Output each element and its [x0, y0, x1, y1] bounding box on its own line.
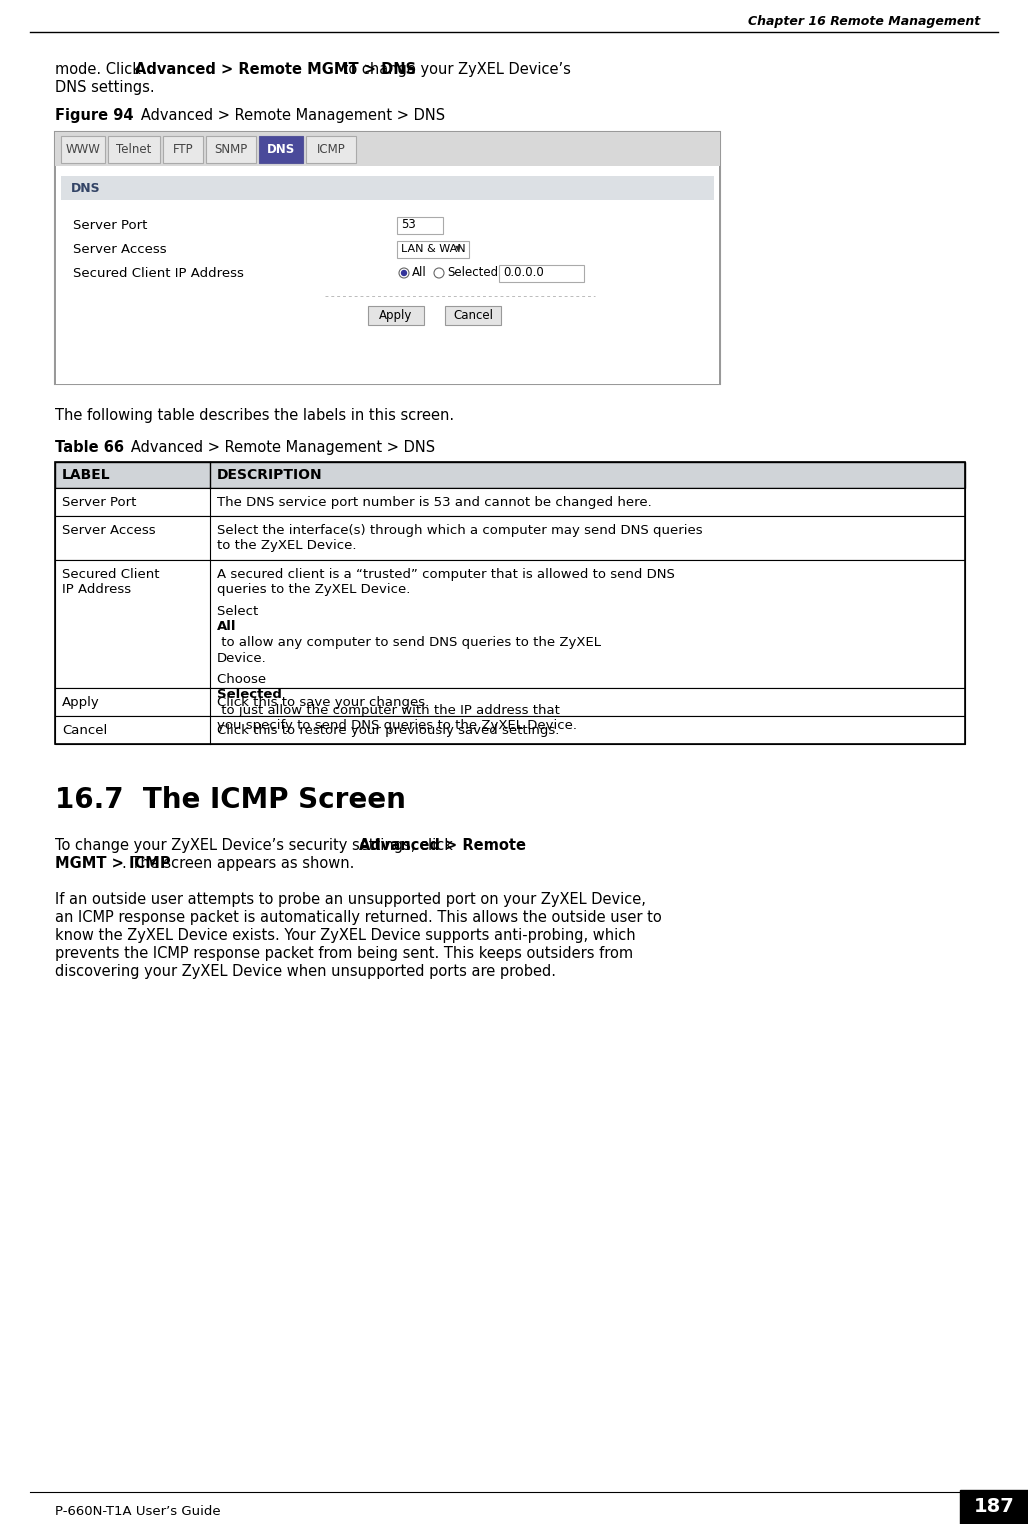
Bar — [397, 241, 469, 258]
Text: If an outside user attempts to probe an unsupported port on your ZyXEL Device,: If an outside user attempts to probe an … — [56, 892, 646, 907]
Text: The following table describes the labels in this screen.: The following table describes the labels… — [56, 408, 454, 424]
Text: Device.: Device. — [217, 651, 266, 664]
Text: queries to the ZyXEL Device.: queries to the ZyXEL Device. — [217, 584, 410, 596]
Text: to change your ZyXEL Device’s: to change your ZyXEL Device’s — [338, 62, 571, 78]
Text: Advanced > Remote Management > DNS: Advanced > Remote Management > DNS — [117, 440, 435, 456]
Text: to allow any computer to send DNS queries to the ZyXEL: to allow any computer to send DNS querie… — [217, 636, 601, 649]
Text: 53: 53 — [401, 218, 415, 232]
Text: Server Port: Server Port — [62, 495, 137, 509]
Text: Select: Select — [217, 605, 262, 619]
Text: to just allow the computer with the IP address that: to just allow the computer with the IP a… — [217, 704, 560, 716]
Circle shape — [434, 268, 444, 277]
Text: DNS: DNS — [71, 181, 101, 195]
Bar — [499, 265, 584, 282]
Bar — [445, 306, 501, 325]
Bar — [56, 462, 965, 744]
Bar — [163, 136, 203, 163]
Text: Telnet: Telnet — [116, 143, 152, 155]
Bar — [397, 216, 443, 235]
Bar — [259, 136, 303, 163]
Text: Advanced > Remote Management > DNS: Advanced > Remote Management > DNS — [127, 108, 445, 123]
Text: Click this to restore your previously saved settings.: Click this to restore your previously sa… — [217, 724, 559, 738]
Text: Table 66: Table 66 — [56, 440, 124, 456]
Bar — [108, 136, 160, 163]
Text: LABEL: LABEL — [62, 468, 111, 482]
Text: Select the interface(s) through which a computer may send DNS queries: Select the interface(s) through which a … — [217, 524, 702, 536]
Text: know the ZyXEL Device exists. Your ZyXEL Device supports anti-probing, which: know the ZyXEL Device exists. Your ZyXEL… — [56, 928, 635, 943]
Text: Figure 94: Figure 94 — [56, 108, 134, 123]
Text: Server Access: Server Access — [73, 242, 167, 256]
Text: mode. Click: mode. Click — [56, 62, 146, 78]
Text: Server Access: Server Access — [62, 524, 155, 536]
Circle shape — [399, 268, 409, 277]
Bar — [56, 488, 965, 517]
Text: Secured Client: Secured Client — [62, 568, 159, 581]
Text: discovering your ZyXEL Device when unsupported ports are probed.: discovering your ZyXEL Device when unsup… — [56, 965, 556, 978]
Text: The DNS service port number is 53 and cannot be changed here.: The DNS service port number is 53 and ca… — [217, 495, 652, 509]
Text: Secured Client IP Address: Secured Client IP Address — [73, 267, 244, 280]
Text: Chapter 16 Remote Management: Chapter 16 Remote Management — [747, 15, 980, 29]
Text: Selected: Selected — [217, 689, 282, 701]
Bar — [368, 306, 424, 325]
Text: WWW: WWW — [66, 143, 101, 155]
Text: P-660N-T1A User’s Guide: P-660N-T1A User’s Guide — [56, 1506, 221, 1518]
Bar — [56, 687, 965, 716]
Text: prevents the ICMP response packet from being sent. This keeps outsiders from: prevents the ICMP response packet from b… — [56, 946, 633, 962]
Text: LAN & WAN: LAN & WAN — [401, 244, 466, 255]
Text: Advanced > Remote MGMT > DNS: Advanced > Remote MGMT > DNS — [135, 62, 416, 78]
Text: All: All — [217, 620, 236, 634]
Text: IP Address: IP Address — [62, 584, 132, 596]
Text: ICMP: ICMP — [317, 143, 345, 155]
Text: Cancel: Cancel — [62, 724, 107, 738]
Bar — [56, 133, 720, 384]
Text: Cancel: Cancel — [453, 309, 493, 322]
Text: All: All — [412, 267, 427, 279]
Circle shape — [402, 270, 406, 276]
Text: 187: 187 — [974, 1498, 1015, 1516]
Text: Advanced > Remote: Advanced > Remote — [359, 838, 525, 853]
Text: you specify to send DNS queries to the ZyXEL Device.: you specify to send DNS queries to the Z… — [217, 719, 577, 733]
Text: 16.7  The ICMP Screen: 16.7 The ICMP Screen — [56, 786, 406, 814]
Text: DESCRIPTION: DESCRIPTION — [217, 468, 323, 482]
Bar — [960, 1490, 1028, 1524]
Text: Server Port: Server Port — [73, 219, 147, 232]
Bar — [56, 166, 719, 384]
Bar — [61, 175, 714, 200]
Text: A secured client is a “trusted” computer that is allowed to send DNS: A secured client is a “trusted” computer… — [217, 568, 674, 581]
Text: Choose: Choose — [217, 674, 270, 686]
Text: Apply: Apply — [62, 696, 100, 709]
Bar — [306, 136, 356, 163]
Bar — [56, 517, 965, 559]
Text: Selected: Selected — [447, 267, 499, 279]
Text: 0.0.0.0: 0.0.0.0 — [503, 267, 544, 279]
Bar — [206, 136, 256, 163]
Text: Click this to save your changes.: Click this to save your changes. — [217, 696, 430, 709]
Text: ▼: ▼ — [455, 244, 462, 253]
Bar — [56, 559, 965, 687]
Bar — [56, 462, 965, 488]
Bar — [56, 133, 720, 166]
Text: FTP: FTP — [173, 143, 193, 155]
Text: SNMP: SNMP — [215, 143, 248, 155]
Text: MGMT > ICMP: MGMT > ICMP — [56, 856, 171, 872]
Text: To change your ZyXEL Device’s security settings, click: To change your ZyXEL Device’s security s… — [56, 838, 457, 853]
Bar — [61, 136, 105, 163]
Text: Apply: Apply — [379, 309, 412, 322]
Text: DNS settings.: DNS settings. — [56, 79, 154, 94]
Text: . The screen appears as shown.: . The screen appears as shown. — [121, 856, 354, 872]
Text: DNS: DNS — [267, 143, 295, 155]
Text: an ICMP response packet is automatically returned. This allows the outside user : an ICMP response packet is automatically… — [56, 910, 662, 925]
Bar — [56, 716, 965, 744]
Text: to the ZyXEL Device.: to the ZyXEL Device. — [217, 539, 357, 553]
